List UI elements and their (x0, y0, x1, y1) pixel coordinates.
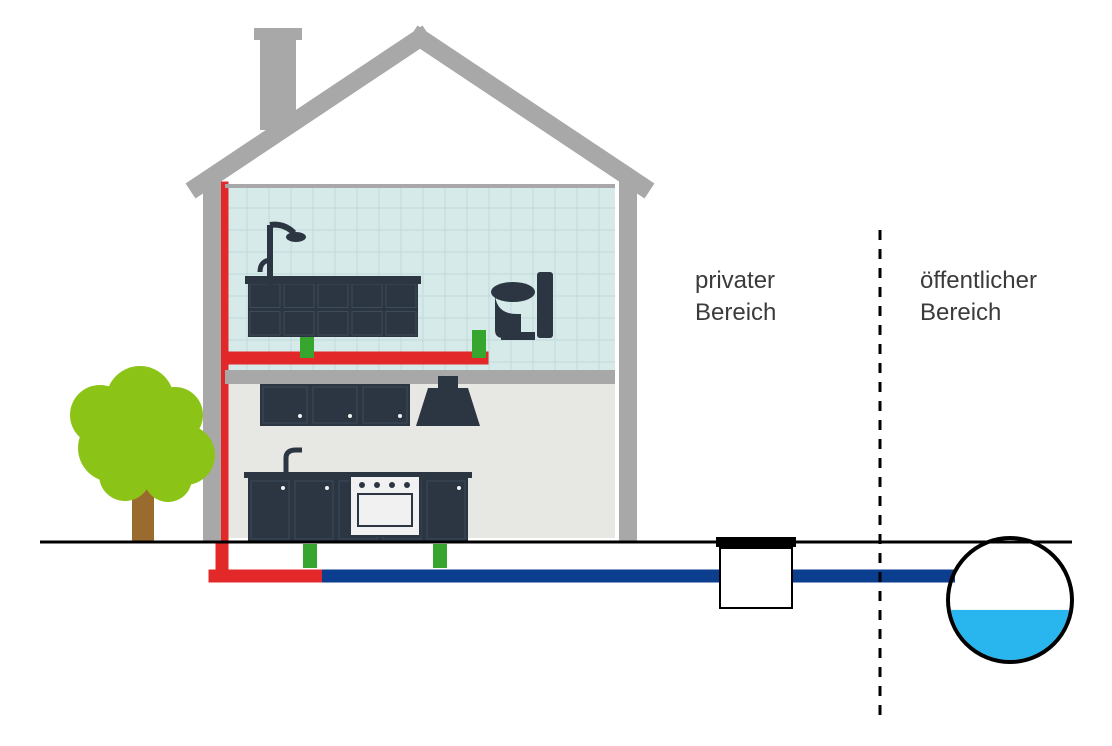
label-private-1: privater (695, 267, 775, 294)
label-public-2: Bereich (920, 299, 1001, 326)
label-private-2: Bereich (695, 299, 776, 326)
label-public-1: öffentlicher (920, 267, 1037, 294)
